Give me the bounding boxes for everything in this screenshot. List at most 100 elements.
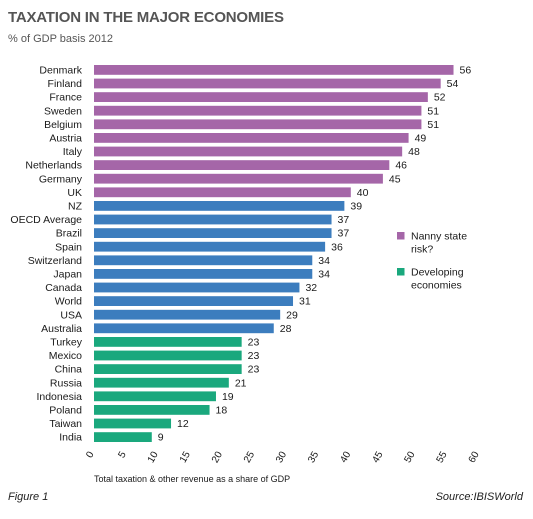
value-label: 49 (415, 133, 427, 145)
bar (94, 391, 216, 402)
x-tick-label: 55 (435, 449, 450, 465)
value-label: 37 (338, 214, 350, 226)
value-label: 23 (248, 337, 260, 349)
category-label: UK (67, 187, 82, 199)
legend-label: Nanny state (411, 231, 467, 243)
category-label: Switzerland (28, 255, 82, 267)
x-tick-label: 60 (467, 449, 482, 465)
bar (94, 323, 274, 334)
bar (94, 105, 422, 116)
bar (94, 214, 332, 225)
chart-title: TAXATION IN THE MAJOR ECONOMIES (8, 9, 284, 26)
figure-caption: Figure 1 (8, 491, 49, 503)
bar (94, 350, 242, 361)
chart-subtitle: % of GDP basis 2012 (8, 33, 113, 45)
category-label: Finland (48, 78, 83, 90)
x-axis-label: Total taxation & other revenue as a shar… (94, 474, 290, 484)
x-tick-label: 45 (370, 449, 385, 465)
bar (94, 405, 210, 415)
value-label: 29 (286, 309, 298, 321)
value-label: 52 (434, 92, 446, 104)
category-label: World (55, 296, 82, 308)
value-label: 28 (280, 323, 292, 335)
legend-swatch (397, 232, 405, 240)
category-label: OECD Average (10, 214, 82, 226)
bar (94, 228, 332, 238)
x-tick-label: 40 (338, 449, 353, 465)
bar (94, 201, 345, 211)
legend-label: Developing (411, 267, 464, 279)
legend-label: risk? (411, 244, 433, 256)
bar (94, 364, 242, 374)
bar (94, 255, 313, 266)
value-label: 9 (158, 432, 164, 444)
value-label: 32 (305, 282, 317, 294)
x-tick-label: 15 (178, 449, 193, 465)
bar (94, 309, 281, 320)
bar (94, 296, 294, 306)
category-label: Germany (39, 173, 83, 185)
bar (94, 187, 351, 198)
category-label: Austria (49, 133, 82, 145)
x-tick-label: 5 (116, 449, 129, 460)
value-label: 31 (299, 296, 311, 308)
category-label: Belgium (44, 119, 82, 131)
bar (94, 65, 454, 75)
category-label: Australia (41, 323, 82, 335)
category-label: Indonesia (36, 391, 82, 403)
legend-label: economies (411, 280, 462, 292)
x-tick-label: 0 (84, 449, 97, 460)
bar (94, 432, 152, 442)
category-label: France (49, 92, 82, 104)
category-label: Japan (53, 269, 82, 281)
value-label: 54 (447, 78, 459, 90)
value-label: 18 (216, 405, 228, 417)
category-label: USA (60, 309, 82, 321)
x-tick-label: 30 (274, 449, 289, 465)
value-label: 56 (460, 65, 472, 77)
bar (94, 337, 242, 347)
category-label: India (59, 432, 82, 444)
bar (94, 241, 326, 252)
legend-swatch (397, 268, 405, 276)
value-label: 34 (318, 255, 330, 267)
value-label: 51 (427, 105, 439, 117)
category-label: Turkey (50, 337, 82, 349)
category-label: NZ (68, 201, 83, 213)
bar (94, 377, 229, 388)
category-label: Canada (45, 282, 82, 294)
x-tick-label: 20 (210, 449, 225, 465)
x-tick-label: 50 (403, 449, 418, 465)
bar (94, 160, 390, 170)
bar (94, 92, 428, 102)
category-label: Denmark (39, 65, 82, 77)
category-label: Netherlands (25, 160, 82, 172)
category-label: Sweden (44, 105, 82, 117)
bar (94, 418, 172, 429)
x-tick-label: 25 (242, 449, 257, 465)
value-label: 21 (235, 377, 247, 389)
bar (94, 269, 313, 279)
value-label: 23 (248, 364, 260, 376)
bar (94, 78, 441, 89)
category-label: Brazil (56, 228, 82, 240)
value-label: 39 (350, 201, 362, 213)
bar (94, 146, 403, 157)
x-tick-label: 10 (146, 449, 161, 465)
value-label: 45 (389, 173, 401, 185)
category-label: Mexico (49, 350, 82, 362)
bar (94, 133, 409, 143)
value-label: 36 (331, 241, 343, 253)
value-label: 48 (408, 146, 420, 158)
value-label: 37 (338, 228, 350, 240)
category-label: China (55, 364, 83, 376)
value-label: 40 (357, 187, 369, 199)
bar (94, 119, 422, 130)
value-label: 19 (222, 391, 234, 403)
source-caption: Source:IBISWorld (435, 491, 523, 503)
category-label: Spain (55, 241, 82, 253)
bar (94, 282, 300, 293)
value-label: 23 (248, 350, 260, 362)
category-label: Russia (50, 377, 82, 389)
value-label: 12 (177, 418, 189, 430)
